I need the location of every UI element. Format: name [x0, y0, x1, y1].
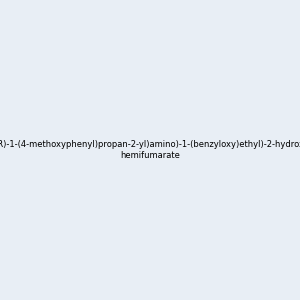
Text: N-(5-((R)-2-(benzyl((R)-1-(4-methoxyphenyl)propan-2-yl)amino)-1-(benzyloxy)ethyl: N-(5-((R)-2-(benzyl((R)-1-(4-methoxyphen… [0, 140, 300, 160]
